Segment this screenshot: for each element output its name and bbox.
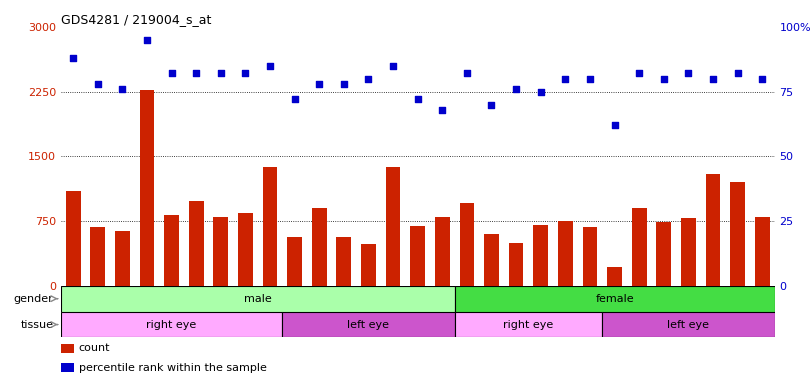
Point — [682, 70, 695, 76]
Bar — [61, 344, 74, 353]
Point — [485, 101, 498, 108]
Point — [362, 76, 375, 82]
Bar — [61, 286, 455, 311]
Bar — [755, 217, 770, 286]
Bar — [139, 90, 154, 286]
Bar — [607, 267, 622, 286]
Bar — [66, 191, 80, 286]
Bar — [282, 311, 455, 338]
Point — [534, 89, 547, 95]
Text: tissue: tissue — [20, 319, 54, 329]
Bar — [558, 221, 573, 286]
Bar — [238, 213, 253, 286]
Bar — [508, 243, 523, 286]
Point — [706, 76, 719, 82]
Bar — [361, 244, 375, 286]
Bar — [435, 217, 449, 286]
Point — [436, 107, 448, 113]
Point — [756, 76, 769, 82]
Text: count: count — [79, 343, 110, 353]
Text: left eye: left eye — [347, 319, 389, 329]
Bar — [410, 226, 425, 286]
Text: left eye: left eye — [667, 319, 710, 329]
Point — [608, 122, 621, 128]
Point — [190, 70, 203, 76]
Text: right eye: right eye — [504, 319, 554, 329]
Bar — [115, 232, 130, 286]
Bar — [61, 363, 74, 372]
Bar — [656, 222, 672, 286]
Text: male: male — [244, 294, 272, 304]
Point — [165, 70, 178, 76]
Bar — [484, 234, 499, 286]
Point — [657, 76, 670, 82]
Bar — [730, 182, 745, 286]
Text: female: female — [595, 294, 634, 304]
Bar — [61, 311, 282, 338]
Point — [461, 70, 474, 76]
Point — [559, 76, 572, 82]
Bar — [455, 286, 775, 311]
Bar — [681, 218, 696, 286]
Point — [731, 70, 744, 76]
Point — [313, 81, 326, 87]
Point — [633, 70, 646, 76]
Bar — [189, 201, 204, 286]
Point — [509, 86, 522, 92]
Bar — [603, 311, 775, 338]
Point — [264, 63, 277, 69]
Point — [92, 81, 105, 87]
Point — [239, 70, 252, 76]
Point — [288, 96, 301, 103]
Bar — [632, 208, 646, 286]
Bar — [312, 208, 327, 286]
Bar — [90, 227, 105, 286]
Point — [67, 55, 79, 61]
Bar — [213, 217, 228, 286]
Point — [583, 76, 596, 82]
Bar — [455, 311, 603, 338]
Text: GDS4281 / 219004_s_at: GDS4281 / 219004_s_at — [61, 13, 211, 26]
Point — [116, 86, 129, 92]
Text: percentile rank within the sample: percentile rank within the sample — [79, 363, 267, 373]
Point — [140, 37, 153, 43]
Text: gender: gender — [14, 294, 54, 304]
Bar — [386, 167, 401, 286]
Text: right eye: right eye — [147, 319, 197, 329]
Point — [337, 81, 350, 87]
Point — [411, 96, 424, 103]
Bar — [287, 237, 302, 286]
Bar — [263, 167, 277, 286]
Bar — [582, 227, 598, 286]
Bar — [460, 203, 474, 286]
Bar — [534, 225, 548, 286]
Bar — [337, 237, 351, 286]
Bar — [164, 215, 179, 286]
Bar — [706, 174, 720, 286]
Point — [214, 70, 227, 76]
Point — [387, 63, 400, 69]
